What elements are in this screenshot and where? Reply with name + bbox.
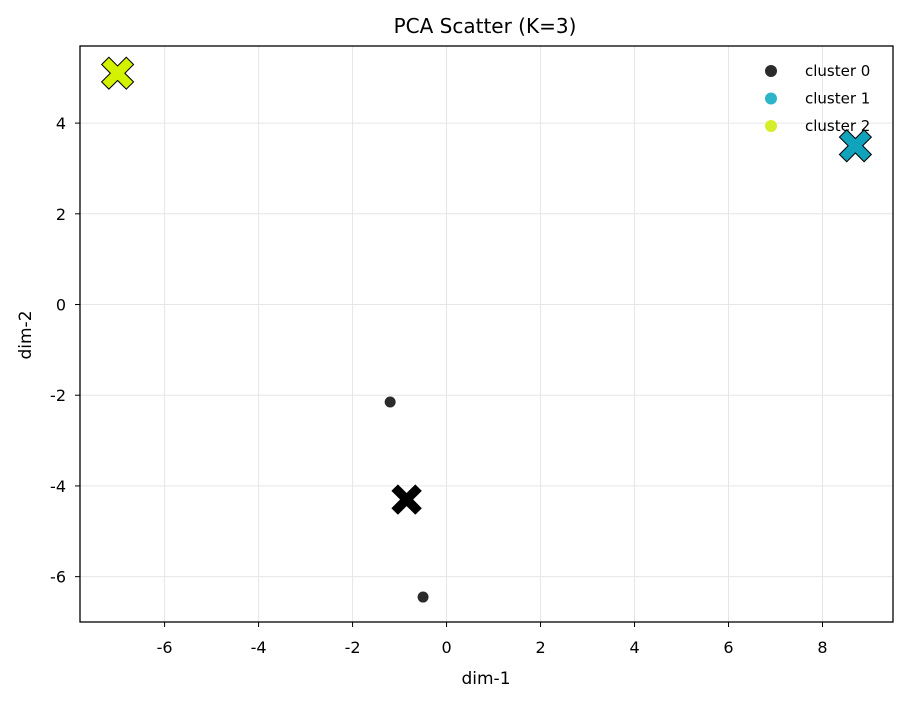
centroid-marker	[100, 56, 135, 90]
y-tick-label: 2	[56, 205, 66, 224]
plot-frame	[79, 45, 894, 623]
y-tick-label: 4	[56, 114, 66, 133]
legend-marker	[765, 120, 777, 132]
legend: cluster 0 cluster 1 cluster 2	[765, 62, 870, 135]
centroid-marker	[838, 129, 873, 163]
y-tick-label: -4	[50, 477, 66, 496]
x-tick-label: -6	[157, 638, 173, 657]
data-points	[384, 396, 429, 603]
x-tick-label: 8	[817, 638, 827, 657]
x-tick-label: 4	[629, 638, 639, 657]
data-point	[384, 396, 396, 408]
x-tick-label: 0	[441, 638, 451, 657]
y-tick-label: -6	[50, 568, 66, 587]
x-tick-label: -4	[251, 638, 267, 657]
x-tick-label: 2	[535, 638, 545, 657]
centroid-markers	[100, 56, 873, 517]
x-tick-label: -2	[345, 638, 361, 657]
chart-title: PCA Scatter (K=3)	[394, 14, 577, 38]
x-axis-label: dim-1	[461, 669, 510, 689]
axis-ticks: -6 -4 -2 0 2 4 6 8 -6 -4 -2 0 2 4	[50, 114, 828, 657]
legend-marker	[765, 65, 777, 77]
centroid-marker	[389, 482, 424, 517]
legend-marker	[765, 92, 777, 105]
legend-label: cluster 2	[805, 117, 870, 135]
data-point	[417, 591, 429, 603]
y-tick-label: -2	[50, 386, 66, 405]
legend-label: cluster 1	[805, 90, 870, 108]
y-axis-label: dim-2	[16, 310, 36, 359]
y-tick-label: 0	[56, 296, 66, 315]
x-tick-label: 6	[723, 638, 733, 657]
legend-label: cluster 0	[805, 62, 870, 80]
grid	[80, 46, 893, 622]
